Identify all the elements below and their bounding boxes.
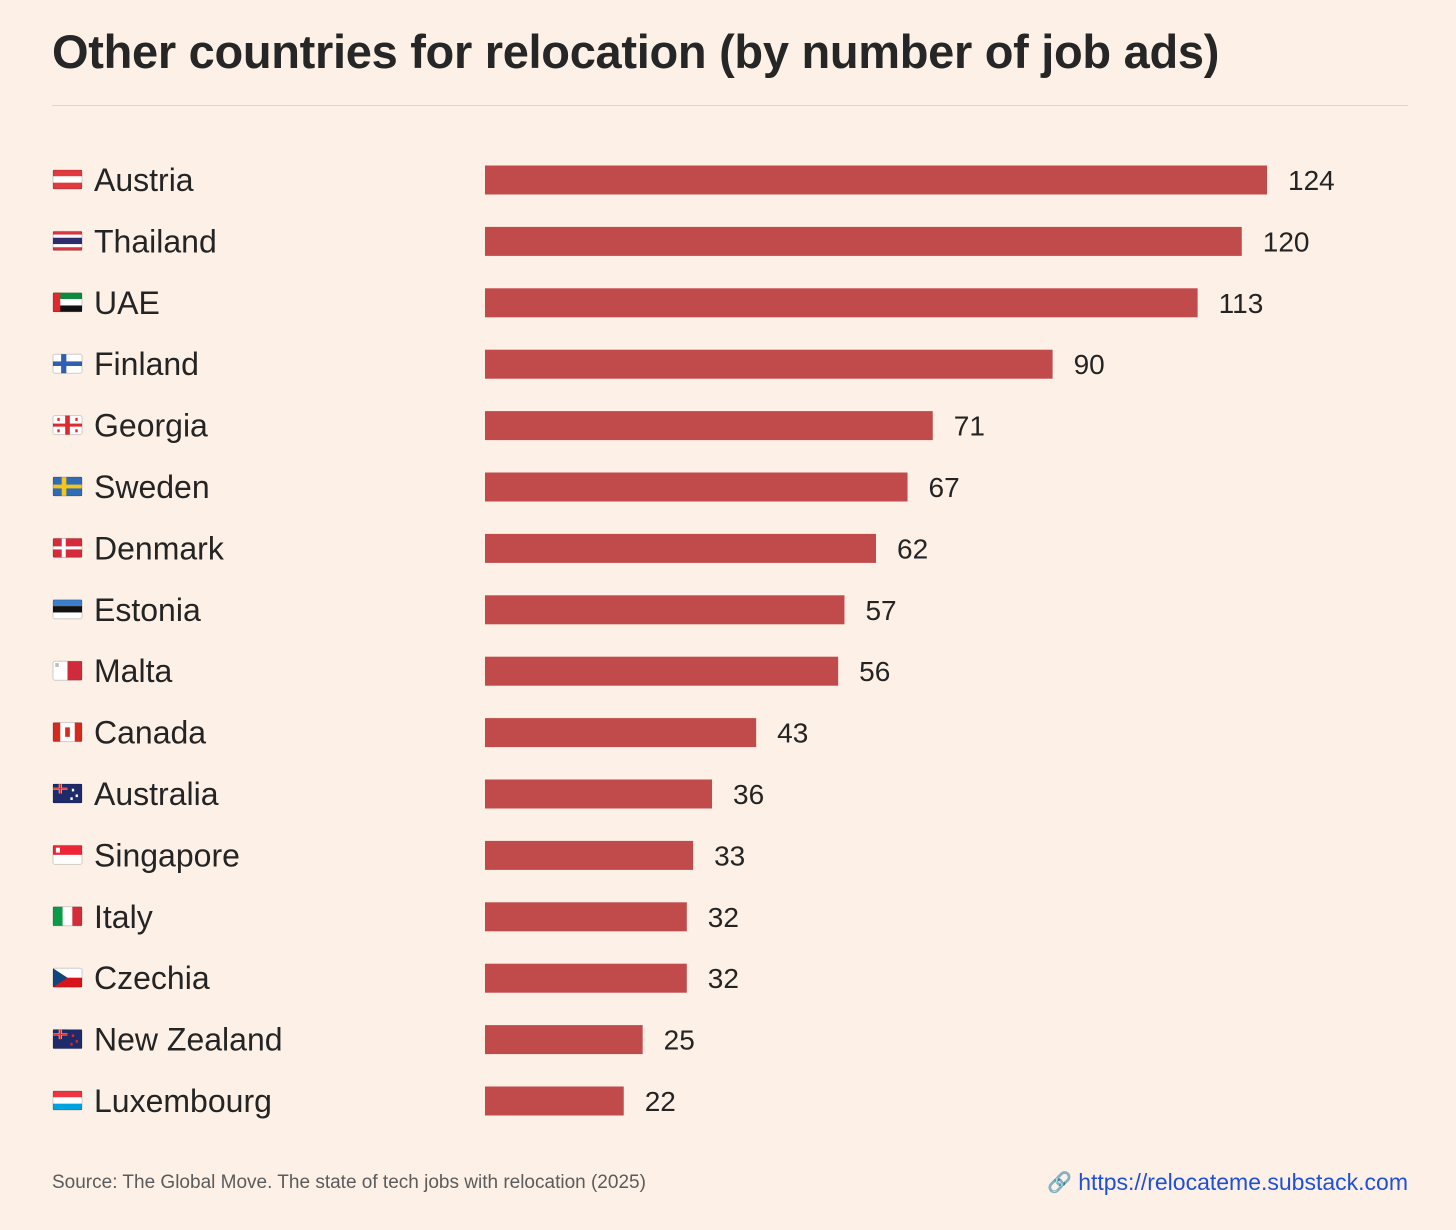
title-divider [52, 105, 1408, 106]
bar [485, 288, 1198, 318]
bar [485, 165, 1267, 195]
chart-row: Sweden 67 [52, 469, 960, 505]
value-label: 56 [859, 656, 890, 687]
bar [485, 472, 908, 502]
category-label: New Zealand [94, 1022, 283, 1058]
flag-icon-7 [52, 599, 83, 620]
chart-rows: Austria 124 Thailand 120 UAE 113 Finland 90 Geor… [52, 162, 1335, 1119]
value-label: 124 [1288, 165, 1335, 196]
value-label: 36 [733, 779, 764, 810]
value-label: 90 [1074, 349, 1105, 380]
chart-row: Australia 36 [52, 776, 764, 812]
bar [485, 718, 757, 748]
category-label: Finland [94, 346, 199, 382]
value-label: 57 [865, 595, 896, 626]
category-label: Czechia [94, 960, 210, 996]
flag-icon-5 [52, 476, 83, 497]
category-label: Italy [94, 899, 153, 935]
chart-row: Estonia 57 [52, 592, 897, 628]
source-link[interactable]: 🔗 https://relocateme.substack.com [1047, 1169, 1408, 1196]
value-label: 22 [645, 1086, 676, 1117]
bar [485, 840, 694, 870]
category-label: Malta [94, 653, 172, 689]
value-label: 71 [954, 411, 985, 442]
source-note: Source: The Global Move. The state of te… [52, 1172, 646, 1193]
category-label: Denmark [94, 530, 225, 566]
value-label: 25 [664, 1025, 695, 1056]
value-label: 32 [708, 902, 739, 933]
value-label: 33 [714, 840, 745, 871]
value-label: 67 [929, 472, 960, 503]
flag-icon-9 [52, 722, 83, 743]
chart-row: Denmark 62 [52, 530, 928, 566]
bar [485, 656, 839, 686]
chart-title: Other countries for relocation (by numbe… [52, 25, 1220, 78]
flag-icon-15 [52, 1090, 83, 1111]
chart-row: Finland 90 [52, 346, 1105, 382]
source-link-text[interactable]: https://relocateme.substack.com [1078, 1169, 1408, 1195]
category-label: Thailand [94, 223, 217, 259]
flag-icon-0 [52, 169, 83, 190]
value-label: 32 [708, 963, 739, 994]
flag-icon-8 [52, 660, 83, 681]
chart-row: Czechia 32 [52, 960, 739, 996]
link-icon: 🔗 [1047, 1172, 1073, 1194]
bar [485, 349, 1053, 379]
bar [485, 963, 687, 993]
flag-icon-1 [52, 230, 83, 251]
flag-icon-10 [52, 783, 83, 804]
flag-icon-14 [52, 1029, 83, 1050]
bar [485, 226, 1242, 256]
chart-row: Canada 43 [52, 715, 808, 751]
flag-icon-13 [52, 967, 83, 988]
bar [485, 595, 845, 625]
chart-row: Malta 56 [52, 653, 890, 689]
category-label: Georgia [94, 408, 208, 444]
value-label: 120 [1263, 226, 1310, 257]
value-label: 113 [1219, 288, 1264, 319]
flag-icon-3 [52, 353, 83, 374]
bar [485, 1025, 643, 1055]
bar [485, 779, 713, 809]
category-label: Singapore [94, 837, 240, 873]
chart-row: Singapore 33 [52, 837, 745, 873]
chart-row: Thailand 120 [52, 223, 1310, 259]
category-label: Sweden [94, 469, 210, 505]
flag-icon-12 [52, 906, 83, 927]
chart-row: Austria 124 [52, 162, 1335, 198]
chart-row: Georgia 71 [52, 408, 985, 444]
category-label: Estonia [94, 592, 201, 628]
value-label: 62 [897, 533, 928, 564]
bar [485, 902, 687, 932]
category-label: Luxembourg [94, 1083, 272, 1119]
bar [485, 411, 933, 441]
category-label: Austria [94, 162, 194, 198]
flag-icon-11 [52, 844, 83, 865]
chart-row: New Zealand 25 [52, 1022, 695, 1058]
flag-icon-2 [52, 292, 83, 313]
bar [485, 1086, 624, 1116]
flag-icon-4 [52, 415, 83, 436]
category-label: UAE [94, 285, 160, 321]
chart-row: Italy 32 [52, 899, 739, 935]
bar [485, 533, 876, 563]
flag-icon-6 [52, 537, 83, 558]
chart-row: Luxembourg 22 [52, 1083, 676, 1119]
category-label: Australia [94, 776, 219, 812]
value-label: 43 [777, 718, 808, 749]
category-label: Canada [94, 715, 206, 751]
chart-row: UAE 113 [52, 285, 1264, 321]
